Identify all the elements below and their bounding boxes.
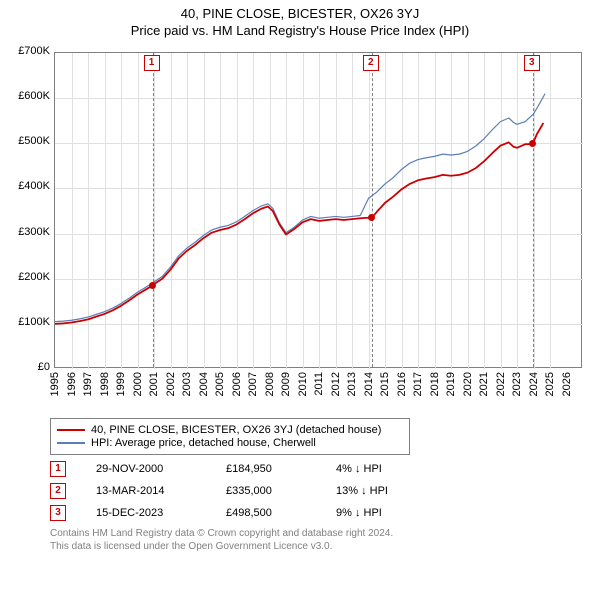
event-marker: 3 (524, 55, 540, 71)
xtick-label: 1996 (66, 372, 78, 396)
xtick-label: 2010 (297, 372, 309, 396)
xtick-label: 2019 (445, 372, 457, 396)
transaction-date: 13-MAR-2014 (96, 485, 216, 497)
xtick-label: 2014 (363, 372, 375, 396)
legend-label: 40, PINE CLOSE, BICESTER, OX26 3YJ (deta… (91, 424, 381, 436)
chart-container: 40, PINE CLOSE, BICESTER, OX26 3YJ Price… (0, 0, 600, 557)
legend-label: HPI: Average price, detached house, Cher… (91, 437, 316, 449)
transaction-row: 2 13-MAR-2014 £335,000 13% ↓ HPI (50, 483, 590, 499)
xtick-label: 2009 (280, 372, 292, 396)
xtick-label: 2016 (396, 372, 408, 396)
ytick-label: £400K (10, 180, 50, 192)
ytick-label: £500K (10, 135, 50, 147)
xtick-label: 2017 (412, 372, 424, 396)
transaction-number: 1 (50, 461, 66, 477)
xtick-label: 2002 (165, 372, 177, 396)
xtick-label: 2025 (544, 372, 556, 396)
xtick-label: 1999 (115, 372, 127, 396)
event-dot (149, 282, 156, 289)
ytick-label: £100K (10, 316, 50, 328)
attribution-line2: This data is licensed under the Open Gov… (50, 540, 590, 553)
legend-item: HPI: Average price, detached house, Cher… (57, 437, 403, 449)
attribution: Contains HM Land Registry data © Crown c… (50, 527, 590, 553)
xtick-label: 2021 (478, 372, 490, 396)
transaction-row: 1 29-NOV-2000 £184,950 4% ↓ HPI (50, 461, 590, 477)
transaction-number: 2 (50, 483, 66, 499)
xtick-label: 2011 (313, 372, 325, 396)
legend-swatch (57, 429, 85, 431)
ytick-label: £300K (10, 226, 50, 238)
legend-item: 40, PINE CLOSE, BICESTER, OX26 3YJ (deta… (57, 424, 403, 436)
xtick-label: 2022 (495, 372, 507, 396)
transaction-pct: 9% ↓ HPI (336, 507, 456, 519)
xtick-label: 2024 (528, 372, 540, 396)
xtick-label: 2020 (462, 372, 474, 396)
xtick-label: 2008 (264, 372, 276, 396)
ytick-label: £600K (10, 90, 50, 102)
xtick-label: 2018 (429, 372, 441, 396)
ytick-label: £0 (10, 361, 50, 373)
xtick-label: 2013 (346, 372, 358, 396)
xtick-label: 2015 (379, 372, 391, 396)
event-marker: 1 (144, 55, 160, 71)
series-svg (55, 53, 583, 369)
series-line (55, 94, 545, 322)
xtick-label: 2004 (198, 372, 210, 396)
xtick-label: 1998 (99, 372, 111, 396)
transaction-price: £498,500 (226, 507, 326, 519)
chart-subtitle: Price paid vs. HM Land Registry's House … (10, 23, 590, 38)
transaction-price: £335,000 (226, 485, 326, 497)
xtick-label: 1997 (82, 372, 94, 396)
ytick-label: £700K (10, 45, 50, 57)
transactions-table: 1 29-NOV-2000 £184,950 4% ↓ HPI 2 13-MAR-2014… (50, 461, 590, 521)
event-marker: 2 (363, 55, 379, 71)
chart-title: 40, PINE CLOSE, BICESTER, OX26 3YJ (10, 6, 590, 21)
xtick-label: 2026 (561, 372, 573, 396)
xtick-label: 2003 (181, 372, 193, 396)
xtick-label: 2006 (231, 372, 243, 396)
legend-swatch (57, 442, 85, 444)
xtick-label: 2007 (247, 372, 259, 396)
transaction-date: 15-DEC-2023 (96, 507, 216, 519)
transaction-price: £184,950 (226, 463, 326, 475)
ytick-label: £200K (10, 271, 50, 283)
xtick-label: 2001 (148, 372, 160, 396)
xtick-label: 2005 (214, 372, 226, 396)
legend-box: 40, PINE CLOSE, BICESTER, OX26 3YJ (deta… (50, 418, 410, 455)
transaction-date: 29-NOV-2000 (96, 463, 216, 475)
xtick-label: 2000 (132, 372, 144, 396)
transaction-pct: 13% ↓ HPI (336, 485, 456, 497)
xtick-label: 1995 (49, 372, 61, 396)
attribution-line1: Contains HM Land Registry data © Crown c… (50, 527, 590, 540)
chart-plot-area: £0 £100K £200K £300K £400K £500K £600K £700K 199… (10, 42, 590, 412)
xtick-label: 2012 (330, 372, 342, 396)
xtick-label: 2023 (511, 372, 523, 396)
transaction-row: 3 15-DEC-2023 £498,500 9% ↓ HPI (50, 505, 590, 521)
transaction-pct: 4% ↓ HPI (336, 463, 456, 475)
transaction-number: 3 (50, 505, 66, 521)
plot-rect (54, 52, 582, 368)
